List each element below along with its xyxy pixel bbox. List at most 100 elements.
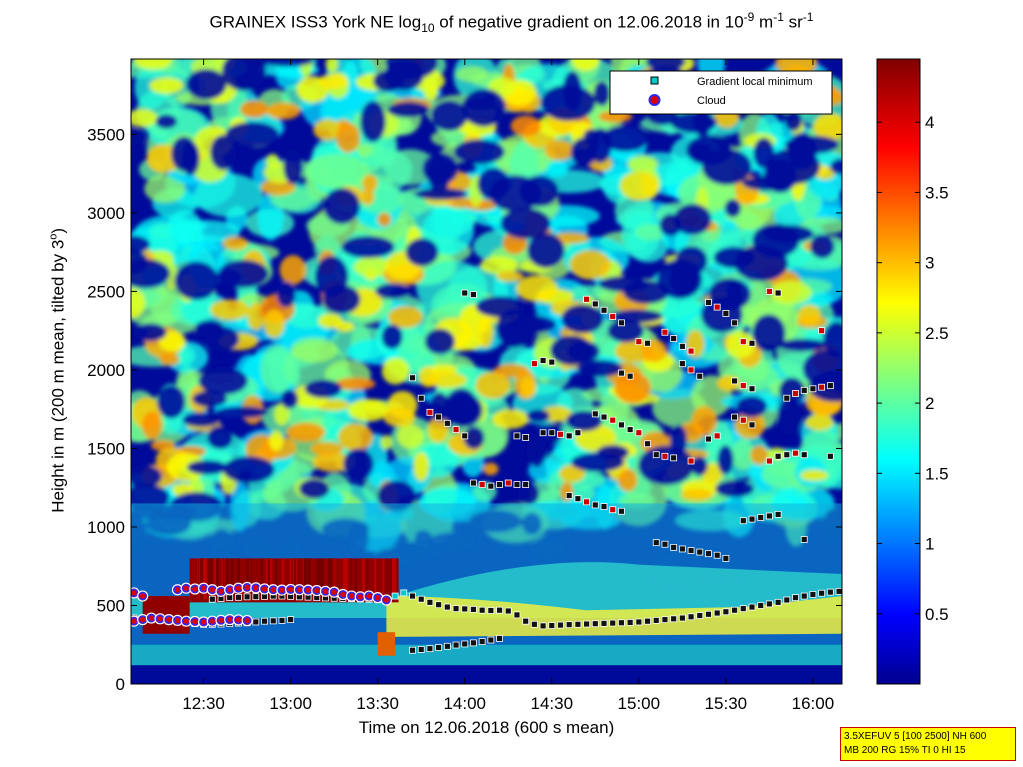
gradient-minimum-marker [792,390,799,397]
cloud-marker-core [268,585,278,595]
gradient-minimum-marker [443,642,451,650]
cloud-marker-core [181,583,191,593]
gradient-minimum-marker [748,603,756,611]
colorbar-tick-label: 1 [925,535,934,554]
gradient-minimum-marker [548,429,556,437]
gradient-minimum-marker [670,615,678,623]
gradient-minimum-marker [269,617,277,625]
gradient-minimum-marker [583,295,591,303]
gradient-minimum-marker [705,435,712,443]
gradient-minimum-marker [557,430,564,438]
colorbar-tick-label: 1.5 [925,464,949,483]
colorbar: 0.5 1 1.5 2 2.5 3 3.5 4 [876,58,949,685]
legend-box [609,70,833,115]
y-tick-label: 3500 [87,125,125,144]
info-line-1: 3.5XEFUV 5 [100 2500] NH 600 [844,731,987,742]
gradient-minimum-marker [826,452,834,460]
gradient-minimum-marker [652,451,660,459]
gradient-minimum-marker [696,548,704,556]
gradient-minimum-marker [739,605,747,613]
gradient-minimum-marker [705,299,712,306]
cloud-marker-core [190,584,200,594]
gradient-minimum-marker [470,291,477,298]
gradient-minimum-marker [678,545,686,553]
gradient-minimum-marker [661,616,669,624]
gradient-minimum-marker [435,413,443,421]
gradient-minimum-marker [278,617,286,624]
gradient-minimum-marker [644,617,651,625]
colorbar-tick-label: 2 [925,394,934,413]
gradient-minimum-marker [504,607,512,615]
x-tick-label: 14:00 [443,694,486,713]
gradient-minimum-marker [652,539,660,547]
gradient-minimum-marker [757,514,765,521]
colorbar-tick-label: 2.5 [925,324,949,343]
gradient-minimum-marker [574,495,582,503]
gradient-minimum-marker [417,394,425,402]
gradient-minimum-marker [287,616,295,624]
gradient-minimum-marker [826,588,834,596]
gradient-minimum-marker [731,377,738,385]
chart-title: GRAINEX ISS3 York NE log10 of negative g… [209,10,814,36]
gradient-minimum-marker [208,595,216,603]
x-tick-label: 13:00 [269,694,312,713]
gradient-minimum-marker [792,594,799,602]
gradient-minimum-marker [409,646,416,654]
gradient-minimum-marker [565,432,573,440]
gradient-minimum-marker [478,638,486,646]
cloud-marker-core [138,591,147,601]
gradient-minimum-marker [600,413,608,421]
gradient-minimum-marker [600,306,608,314]
legend-marker-gradient-minimum [650,76,659,85]
gradient-minimum-marker [670,454,678,462]
gradient-minimum-marker [687,613,695,621]
gradient-minimum-marker [530,360,538,368]
gradient-minimum-marker [417,646,425,653]
x-tick-label: 12:30 [182,694,225,713]
gradient-minimum-marker [530,620,538,628]
gradient-minimum-marker [443,419,451,427]
y-axis: 0 500 1000 1500 2000 2500 3000 3500 [87,125,842,694]
gradient-minimum-marker [591,300,599,308]
legend: Gradient local minimum Cloud [609,70,833,115]
gradient-minimum-marker [487,636,495,644]
cloud-marker-core [225,615,234,624]
cloud-marker-core [164,615,174,624]
gradient-minimum-marker [739,338,747,346]
gradient-minimum-marker [461,605,469,613]
cloud-marker-core [347,591,356,601]
gradient-minimum-marker [557,621,564,629]
gradient-minimum-marker [818,383,826,391]
gradient-minimum-marker [713,551,721,559]
gradient-minimum-marker [739,416,747,424]
y-tick-label: 3000 [87,204,125,223]
gradient-minimum-marker [731,319,738,327]
gradient-minimum-marker [644,339,651,347]
cloud-marker-core [251,583,261,593]
legend-label-cloud: Cloud [697,95,726,107]
cloud-marker-core [234,615,243,625]
gradient-minimum-marker [792,449,799,457]
gradient-minimum-marker [774,598,782,606]
gradient-minimum-marker [600,619,608,627]
gradient-minimum-marker [661,540,669,548]
gradient-minimum-marker [513,432,521,440]
cloud-marker-core [382,595,391,605]
gradient-minimum-marker [626,372,634,380]
gradient-minimum-marker [452,426,460,434]
gradient-minimum-marker [539,622,547,630]
gradient-minimum-marker [774,289,782,297]
gradient-minimum-marker [426,408,434,416]
cloud-marker-core [225,585,234,595]
gradient-minimum-marker [748,515,756,523]
y-tick-label: 0 [116,675,125,694]
gradient-minimum-marker [574,620,582,628]
cloud-marker-core [356,592,365,602]
gradient-minimum-marker [626,619,634,626]
gradient-minimum-marker [504,479,512,487]
gradient-minimum-marker [783,451,791,459]
gradient-minimum-marker [565,492,573,499]
cloud-marker-core [295,585,304,595]
gradient-minimum-marker [487,607,495,614]
y-axis-label: Height in m (200 m mean, tilted by 3o) [47,227,68,513]
